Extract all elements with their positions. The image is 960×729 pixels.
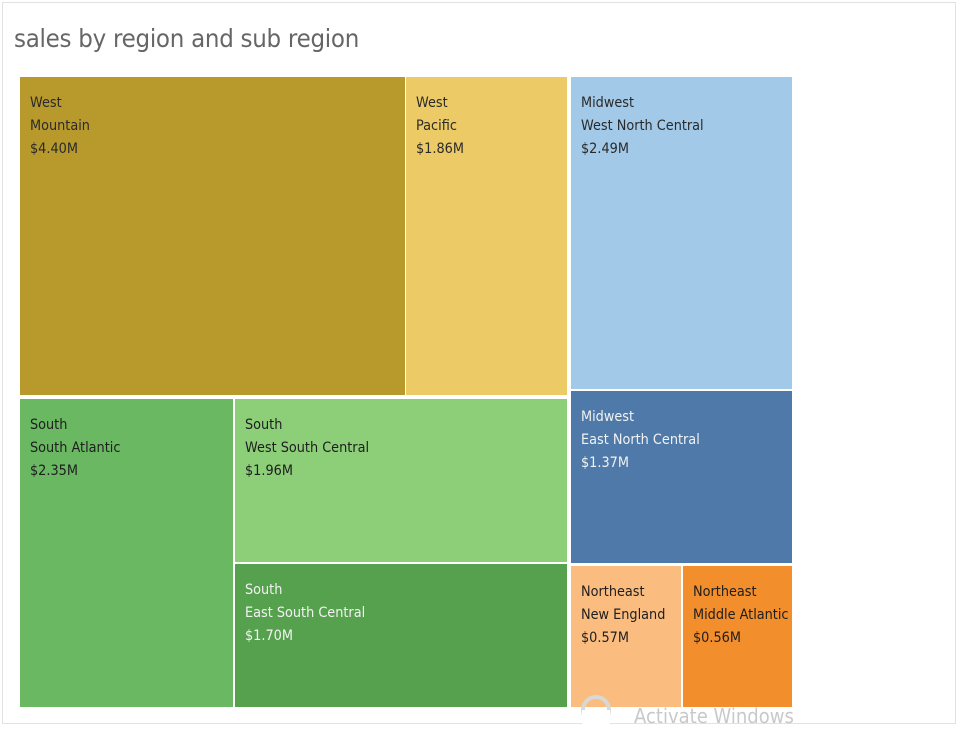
tile-rect[interactable] bbox=[235, 399, 567, 562]
windows-logo-icon bbox=[581, 695, 611, 726]
activate-windows-watermark: Activate Windows bbox=[578, 690, 818, 728]
tile-rect[interactable] bbox=[235, 564, 567, 707]
tile-west-mountain[interactable]: West Mountain $4.40M bbox=[20, 77, 405, 395]
tile-rect[interactable] bbox=[571, 391, 792, 563]
tile-value-label: $1.96M bbox=[245, 464, 293, 480]
tile-midwest-west-north-central[interactable]: Midwest West North Central $2.49M bbox=[571, 77, 792, 389]
tile-rect[interactable] bbox=[683, 566, 792, 707]
tile-subregion-label: West South Central bbox=[245, 441, 369, 457]
tile-south-west-south-central[interactable]: South West South Central $1.96M bbox=[235, 399, 567, 562]
tile-subregion-label: East North Central bbox=[581, 433, 700, 449]
tile-northeast-new-england[interactable]: Northeast New England $0.57M bbox=[571, 566, 681, 707]
tile-region-label: West bbox=[416, 96, 448, 112]
tile-subregion-label: New England bbox=[581, 608, 665, 624]
tile-region-label: South bbox=[245, 583, 282, 599]
tile-south-south-atlantic[interactable]: South South Atlantic $2.35M bbox=[20, 399, 233, 707]
tile-subregion-label: Mountain bbox=[30, 119, 90, 135]
tile-region-label: Northeast bbox=[581, 585, 645, 601]
tile-south-east-south-central[interactable]: South East South Central $1.70M bbox=[235, 564, 567, 707]
tile-value-label: $4.40M bbox=[30, 142, 78, 158]
tile-value-label: $2.49M bbox=[581, 142, 629, 158]
tile-midwest-east-north-central[interactable]: Midwest East North Central $1.37M bbox=[571, 391, 792, 563]
tile-rect[interactable] bbox=[406, 77, 567, 395]
tile-subregion-label: West North Central bbox=[581, 119, 704, 135]
tile-value-label: $2.35M bbox=[30, 464, 78, 480]
tile-value-label: $1.37M bbox=[581, 456, 629, 472]
tile-region-label: South bbox=[30, 418, 67, 434]
tile-value-label: $0.56M bbox=[693, 631, 741, 647]
tile-west-pacific[interactable]: West Pacific $1.86M bbox=[406, 77, 567, 395]
tile-subregion-label: South Atlantic bbox=[30, 441, 120, 457]
tile-region-label: West bbox=[30, 96, 62, 112]
tile-rect[interactable] bbox=[571, 566, 681, 707]
tile-subregion-label: Middle Atlantic bbox=[693, 608, 789, 624]
tile-subregion-label: East South Central bbox=[245, 606, 365, 622]
tile-rect[interactable] bbox=[20, 399, 233, 707]
tile-value-label: $0.57M bbox=[581, 631, 629, 647]
tile-region-label: Midwest bbox=[581, 410, 634, 426]
tile-value-label: $1.70M bbox=[245, 629, 293, 645]
watermark-text: Activate Windows bbox=[634, 704, 794, 728]
tile-region-label: South bbox=[245, 418, 282, 434]
tile-value-label: $1.86M bbox=[416, 142, 464, 158]
tile-rect[interactable] bbox=[20, 77, 405, 395]
tile-region-label: Midwest bbox=[581, 96, 634, 112]
tile-subregion-label: Pacific bbox=[416, 119, 457, 135]
tile-northeast-middle-atlantic[interactable]: Northeast Middle Atlantic $0.56M bbox=[683, 566, 792, 707]
chart-title: sales by region and sub region bbox=[14, 24, 359, 53]
tile-region-label: Northeast bbox=[693, 585, 757, 601]
tile-rect[interactable] bbox=[571, 77, 792, 389]
